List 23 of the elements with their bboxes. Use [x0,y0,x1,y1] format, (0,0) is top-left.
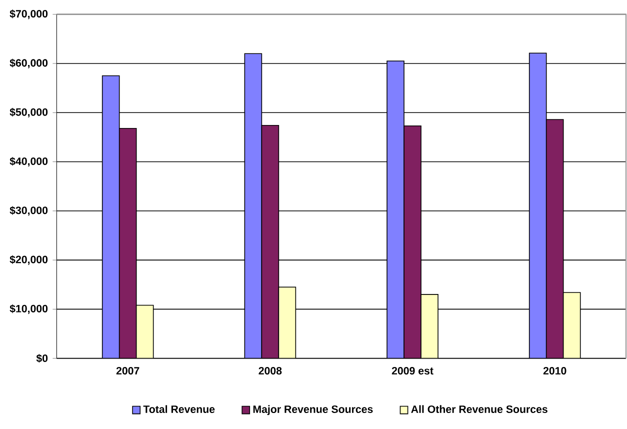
bar [420,294,438,358]
y-tick-label: $10,000 [10,304,48,314]
bar [528,52,547,358]
y-tick-label: $0 [36,354,48,363]
legend-label: Total Revenue [143,405,215,413]
bar [136,304,154,358]
x-tick-label: 2008 [258,367,282,375]
bar [102,75,120,358]
x-tick-label: 2007 [116,367,140,375]
y-tick-label: $60,000 [10,58,48,68]
bar [278,286,296,358]
y-tick-label: $30,000 [10,206,48,216]
legend-label: Major Revenue Sources [253,405,373,416]
legend-label: All Other Revenue Sources [411,405,548,413]
y-tick-label: $50,000 [10,108,48,118]
bar [562,292,581,358]
y-tick-label: $40,000 [10,156,48,167]
x-tick-label: 2009 est [392,367,434,375]
bar [244,53,262,358]
y-tick-label: $20,000 [10,255,48,265]
x-tick-label: 2010 [543,367,566,375]
bar [386,60,404,358]
y-tick-label: $70,000 [10,10,48,20]
